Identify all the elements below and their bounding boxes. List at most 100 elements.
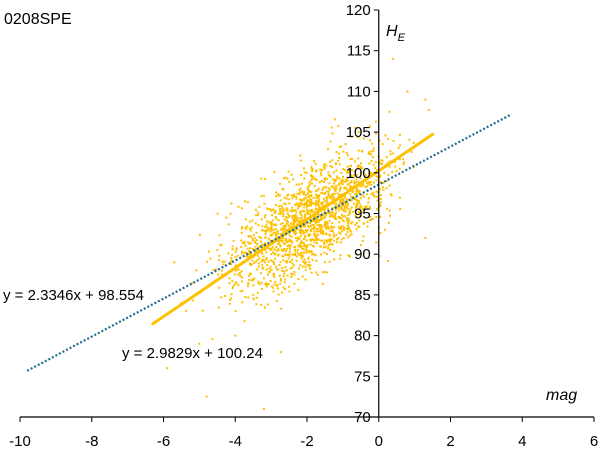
data-point [260, 240, 263, 243]
data-point [331, 166, 334, 169]
data-point [291, 216, 294, 219]
data-point [300, 254, 303, 257]
data-point [277, 194, 280, 197]
data-point [266, 247, 269, 250]
data-point [380, 159, 383, 162]
data-point [359, 197, 362, 200]
data-point [342, 168, 345, 171]
data-point [298, 193, 301, 196]
data-point [284, 224, 287, 227]
data-point [258, 246, 261, 249]
data-point [344, 205, 347, 208]
data-point [313, 241, 316, 244]
data-point [273, 171, 276, 174]
data-point [402, 163, 405, 166]
data-point [290, 194, 293, 197]
data-point [319, 228, 322, 231]
data-point [248, 227, 251, 230]
data-point [353, 170, 356, 173]
data-point [337, 183, 340, 186]
data-point [280, 210, 283, 213]
x-tick-label: -2 [300, 433, 313, 450]
data-point [342, 208, 345, 211]
data-point [300, 202, 303, 205]
x-tick-label: -8 [85, 433, 98, 450]
data-point [294, 203, 297, 206]
data-point [336, 206, 339, 209]
data-point [310, 220, 313, 223]
data-point [334, 211, 337, 214]
data-point [298, 230, 301, 233]
data-point [309, 224, 312, 227]
data-point [284, 250, 287, 253]
data-point [334, 208, 337, 211]
data-point [323, 192, 326, 195]
data-point [315, 201, 318, 204]
data-point [240, 226, 243, 229]
data-point [314, 207, 317, 210]
data-point [305, 239, 308, 242]
data-point [317, 219, 320, 222]
data-point [310, 194, 313, 197]
data-point [302, 225, 305, 228]
data-point [286, 209, 289, 212]
data-point [316, 227, 319, 230]
data-point [332, 195, 335, 198]
data-point [275, 268, 278, 271]
data-point [325, 195, 328, 198]
data-point [365, 181, 368, 184]
data-point [300, 210, 303, 213]
data-point [299, 191, 302, 194]
data-point [346, 236, 349, 239]
data-point [252, 293, 255, 296]
data-point [317, 196, 320, 199]
data-point [330, 214, 333, 217]
data-point [320, 192, 323, 195]
data-point [257, 282, 260, 285]
data-point [269, 265, 272, 268]
data-point [336, 175, 339, 178]
data-point [382, 188, 385, 191]
data-point [295, 214, 298, 217]
data-point [286, 212, 289, 215]
data-point [284, 288, 287, 291]
data-point [356, 164, 359, 167]
data-point [259, 303, 262, 306]
data-point [326, 252, 329, 255]
data-point [375, 190, 378, 193]
data-point [273, 283, 276, 286]
data-point [281, 269, 284, 272]
data-point [308, 209, 311, 212]
data-point [278, 274, 281, 277]
data-point [264, 216, 267, 219]
data-point [255, 296, 258, 299]
data-point [358, 219, 361, 222]
data-point [338, 257, 341, 260]
data-point [228, 277, 231, 280]
data-point [315, 197, 318, 200]
data-point [299, 198, 302, 201]
data-point [300, 226, 303, 229]
data-point [374, 120, 377, 123]
data-point [358, 184, 361, 187]
data-point [275, 235, 278, 238]
data-point [312, 159, 315, 162]
data-point [316, 273, 319, 276]
orange-trendline-equation: y = 2.9829x + 100.24 [122, 345, 263, 362]
data-point [253, 237, 256, 240]
data-point [262, 277, 265, 280]
y-axis-label: HE [386, 23, 406, 44]
data-point [281, 232, 284, 235]
data-point [214, 268, 217, 271]
data-point [239, 271, 242, 274]
data-point [269, 239, 272, 242]
data-point [244, 200, 247, 203]
data-point [166, 367, 169, 370]
data-point [295, 255, 298, 258]
data-point [338, 202, 341, 205]
data-point [338, 156, 341, 159]
data-point [241, 280, 244, 283]
data-point [265, 256, 268, 259]
data-point [230, 202, 233, 205]
data-point [284, 260, 287, 263]
